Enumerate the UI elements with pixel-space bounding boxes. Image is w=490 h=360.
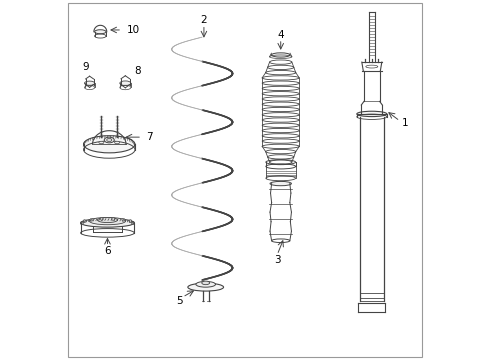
Circle shape: [100, 217, 103, 220]
Circle shape: [131, 221, 134, 224]
Text: 5: 5: [177, 296, 183, 306]
Circle shape: [129, 220, 132, 222]
Text: 4: 4: [277, 30, 284, 40]
Text: 9: 9: [83, 63, 89, 72]
Ellipse shape: [83, 136, 135, 153]
Text: 1: 1: [402, 118, 409, 128]
Ellipse shape: [202, 281, 210, 285]
Ellipse shape: [104, 137, 114, 143]
Ellipse shape: [270, 181, 292, 186]
Ellipse shape: [89, 217, 125, 225]
Ellipse shape: [115, 141, 120, 144]
Ellipse shape: [271, 53, 290, 57]
Ellipse shape: [120, 81, 131, 85]
Text: 10: 10: [127, 25, 140, 35]
Circle shape: [122, 218, 125, 221]
Text: 6: 6: [104, 246, 111, 256]
Ellipse shape: [84, 81, 95, 85]
Circle shape: [90, 218, 93, 221]
Ellipse shape: [81, 219, 134, 227]
Ellipse shape: [107, 138, 112, 141]
Circle shape: [112, 217, 115, 220]
Ellipse shape: [98, 217, 118, 222]
Text: 8: 8: [134, 66, 141, 76]
Text: 7: 7: [146, 132, 152, 142]
Ellipse shape: [99, 141, 104, 144]
Ellipse shape: [357, 111, 387, 117]
Text: 2: 2: [200, 15, 207, 25]
Ellipse shape: [95, 30, 106, 34]
Ellipse shape: [188, 283, 223, 291]
Circle shape: [83, 220, 86, 222]
Text: 3: 3: [274, 255, 280, 265]
Ellipse shape: [196, 282, 216, 287]
Circle shape: [80, 221, 83, 224]
